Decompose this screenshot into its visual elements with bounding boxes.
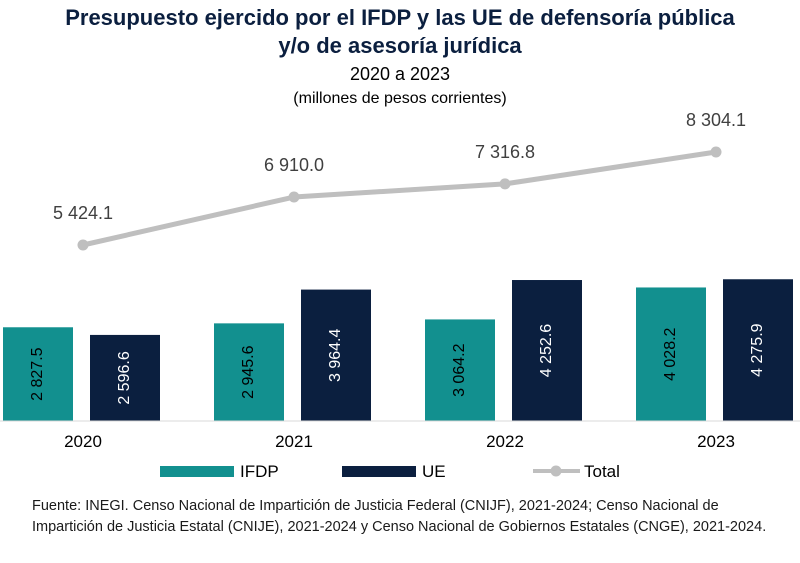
bar-label-ue-2020: 2 596.6: [116, 351, 133, 404]
bar-label-ifdp-2023: 4 028.2: [662, 327, 679, 380]
legend-swatch-ue: [342, 466, 416, 477]
total-line: [82, 149, 717, 248]
chart: Presupuesto ejercido por el IFDP y las U…: [0, 5, 800, 481]
x-tick-label: 2021: [275, 432, 313, 451]
chart-subtitle: 2020 a 2023: [350, 64, 450, 84]
bar-ue-2023: [723, 279, 793, 421]
total-label-2020: 5 424.1: [53, 203, 113, 223]
total-point-2023: [710, 146, 722, 158]
legend-marker-total: [550, 465, 562, 477]
legend-label-ue: UE: [422, 462, 446, 481]
bar-ifdp-2020: [3, 327, 73, 421]
bar-label-ifdp-2021: 2 945.6: [240, 345, 257, 398]
chart-title-line-2: y/o de asesoría jurídica: [278, 33, 522, 58]
total-point-2021: [288, 191, 300, 203]
total-label-2021: 6 910.0: [264, 155, 324, 175]
legend-swatch-ifdp: [160, 466, 234, 477]
bar-ue-2020: [90, 334, 160, 421]
x-axis-ticks: 2020 2021 2022 2023: [64, 432, 735, 451]
x-tick-label: 2023: [697, 432, 735, 451]
x-tick-label: 2020: [64, 432, 102, 451]
bar-label-ifdp-2020: 2 827.5: [29, 347, 46, 400]
chart-title-line-1: Presupuesto ejercido por el IFDP y las U…: [65, 5, 735, 30]
total-point-2022: [499, 178, 511, 190]
legend-label-total: Total: [584, 462, 620, 481]
bar-ifdp-2022: [425, 319, 495, 421]
bar-group: 2 827.5 2 596.6 2 945.6 3 964.4 3 064.2 4 252…: [3, 279, 793, 421]
bar-label-ue-2023: 4 275.9: [749, 323, 766, 376]
x-tick-label: 2022: [486, 432, 524, 451]
bar-label-ue-2022: 4 252.6: [538, 324, 555, 377]
source-note: Fuente: INEGI. Censo Nacional de Imparti…: [32, 498, 767, 535]
bar-ifdp-2021: [214, 323, 284, 421]
chart-units: (millones de pesos corrientes): [293, 90, 506, 107]
total-label-2023: 8 304.1: [686, 110, 746, 130]
total-line-group: 5 424.1 6 910.0 7 316.8 8 304.1: [53, 110, 746, 251]
bar-ifdp-2023: [636, 287, 706, 421]
legend: IFDP UE Total: [160, 462, 620, 481]
total-point-2020: [77, 239, 89, 251]
bar-ue-2021: [301, 289, 371, 421]
bar-label-ifdp-2022: 3 064.2: [451, 343, 468, 396]
bar-label-ue-2021: 3 964.4: [327, 329, 344, 382]
bar-ue-2022: [512, 280, 582, 421]
total-label-2022: 7 316.8: [475, 142, 535, 162]
legend-label-ifdp: IFDP: [240, 462, 279, 481]
